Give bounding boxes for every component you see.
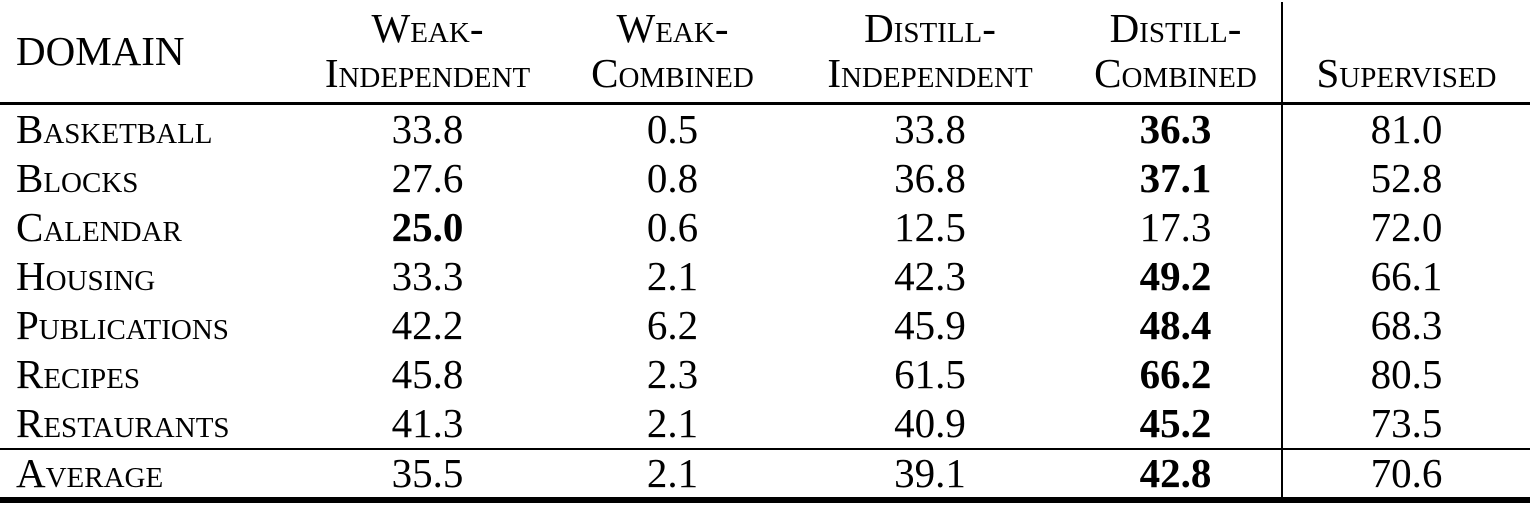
cell-supervised: 52.8 — [1281, 154, 1530, 203]
header-line2: Combined — [591, 50, 754, 96]
cell-weak-independent: 27.6 — [391, 155, 464, 201]
cell-weak-combined: 2.1 — [646, 253, 699, 299]
cell-distill-combined: 48.4 — [1139, 302, 1212, 348]
table-row-publications: Publications 42.2 6.2 45.9 48.4 68.3 — [0, 301, 1530, 350]
cell-weak-combined: 0.8 — [646, 155, 699, 201]
cell-distill-independent: 61.5 — [894, 351, 966, 397]
cell-weak-combined: 0.6 — [646, 204, 699, 250]
domain-label: Housing — [16, 253, 156, 299]
col-header-distill-combined: Distill- Combined — [1070, 2, 1282, 105]
cell-supervised: 66.1 — [1281, 252, 1530, 301]
table-row-average: Average 35.5 2.1 39.1 42.8 70.6 — [0, 448, 1530, 503]
cell-distill-independent: 42.3 — [894, 253, 966, 299]
table-row-restaurants: Restaurants 41.3 2.1 40.9 45.2 73.5 — [0, 399, 1530, 449]
cell-distill-combined: 17.3 — [1139, 204, 1212, 250]
table-row-blocks: Blocks 27.6 0.8 36.8 37.1 52.8 — [0, 154, 1530, 203]
table-row-calendar: Calendar 25.0 0.6 12.5 17.3 72.0 — [0, 203, 1530, 252]
cell-supervised: 80.5 — [1281, 350, 1530, 399]
table-body: Basketball 33.8 0.5 33.8 36.3 81.0 Block… — [0, 103, 1530, 503]
header-line2: Independent — [324, 50, 531, 96]
cell-weak-independent: 41.3 — [391, 400, 464, 446]
domain-label: Average — [0, 448, 300, 503]
table-row-basketball: Basketball 33.8 0.5 33.8 36.3 81.0 — [0, 103, 1530, 154]
col-header-distill-independent: Distill- Independent — [790, 2, 1070, 105]
cell-distill-independent: 39.1 — [790, 448, 1070, 503]
cell-weak-independent: 45.8 — [391, 351, 464, 397]
header-row: DOMAIN Weak- Independent Weak- Combined … — [0, 2, 1530, 105]
cell-distill-independent: 36.8 — [894, 155, 966, 201]
domain-label: Publications — [16, 302, 229, 348]
header-line1: Weak- — [616, 5, 729, 51]
cell-weak-independent: 35.5 — [300, 448, 555, 503]
col-header-domain: DOMAIN — [0, 2, 300, 105]
header-line2: Supervised — [1316, 50, 1497, 96]
cell-distill-combined: 45.2 — [1139, 400, 1212, 446]
cell-distill-independent: 12.5 — [894, 204, 966, 250]
col-header-weak-independent: Weak- Independent — [300, 2, 555, 105]
header-line2: Independent — [827, 50, 1033, 96]
header-line1: Weak- — [371, 5, 484, 51]
cell-supervised: 68.3 — [1281, 301, 1530, 350]
cell-distill-independent: 40.9 — [894, 400, 966, 446]
cell-weak-independent: 33.3 — [391, 253, 464, 299]
cell-supervised: 72.0 — [1281, 203, 1530, 252]
cell-distill-combined: 66.2 — [1139, 351, 1212, 397]
header-line1: Distill- — [864, 5, 996, 51]
domain-label: Calendar — [16, 204, 182, 250]
cell-weak-independent: 33.8 — [391, 106, 464, 152]
cell-supervised: 81.0 — [1281, 103, 1530, 154]
domain-label: Restaurants — [16, 400, 230, 446]
col-header-domain-label: DOMAIN — [16, 28, 185, 74]
cell-distill-independent: 45.9 — [894, 302, 966, 348]
cell-distill-combined: 42.8 — [1070, 448, 1282, 503]
cell-distill-combined: 37.1 — [1139, 155, 1212, 201]
cell-weak-combined: 2.3 — [646, 351, 699, 397]
cell-weak-combined: 2.1 — [555, 448, 790, 503]
cell-weak-independent: 25.0 — [391, 204, 464, 250]
table-row-housing: Housing 33.3 2.1 42.3 49.2 66.1 — [0, 252, 1530, 301]
cell-weak-combined: 6.2 — [646, 302, 699, 348]
cell-distill-independent: 33.8 — [894, 106, 966, 152]
cell-weak-combined: 2.1 — [646, 400, 699, 446]
table-row-recipes: Recipes 45.8 2.3 61.5 66.2 80.5 — [0, 350, 1530, 399]
domain-label: Recipes — [16, 351, 141, 397]
cell-distill-combined: 36.3 — [1139, 106, 1212, 152]
cell-supervised: 73.5 — [1281, 399, 1530, 449]
col-header-weak-combined: Weak- Combined — [555, 2, 790, 105]
col-header-supervised: Supervised — [1281, 2, 1530, 105]
header-line2: Combined — [1094, 50, 1257, 96]
domain-label: Blocks — [16, 155, 139, 201]
table-header: DOMAIN Weak- Independent Weak- Combined … — [0, 2, 1530, 105]
cell-distill-combined: 49.2 — [1139, 253, 1212, 299]
cell-weak-independent: 42.2 — [391, 302, 464, 348]
header-line1: Distill- — [1109, 5, 1242, 51]
domain-label: Basketball — [16, 106, 213, 152]
cell-weak-combined: 0.5 — [646, 106, 699, 152]
cell-supervised: 70.6 — [1281, 448, 1530, 503]
header-line1 — [1283, 6, 1530, 51]
